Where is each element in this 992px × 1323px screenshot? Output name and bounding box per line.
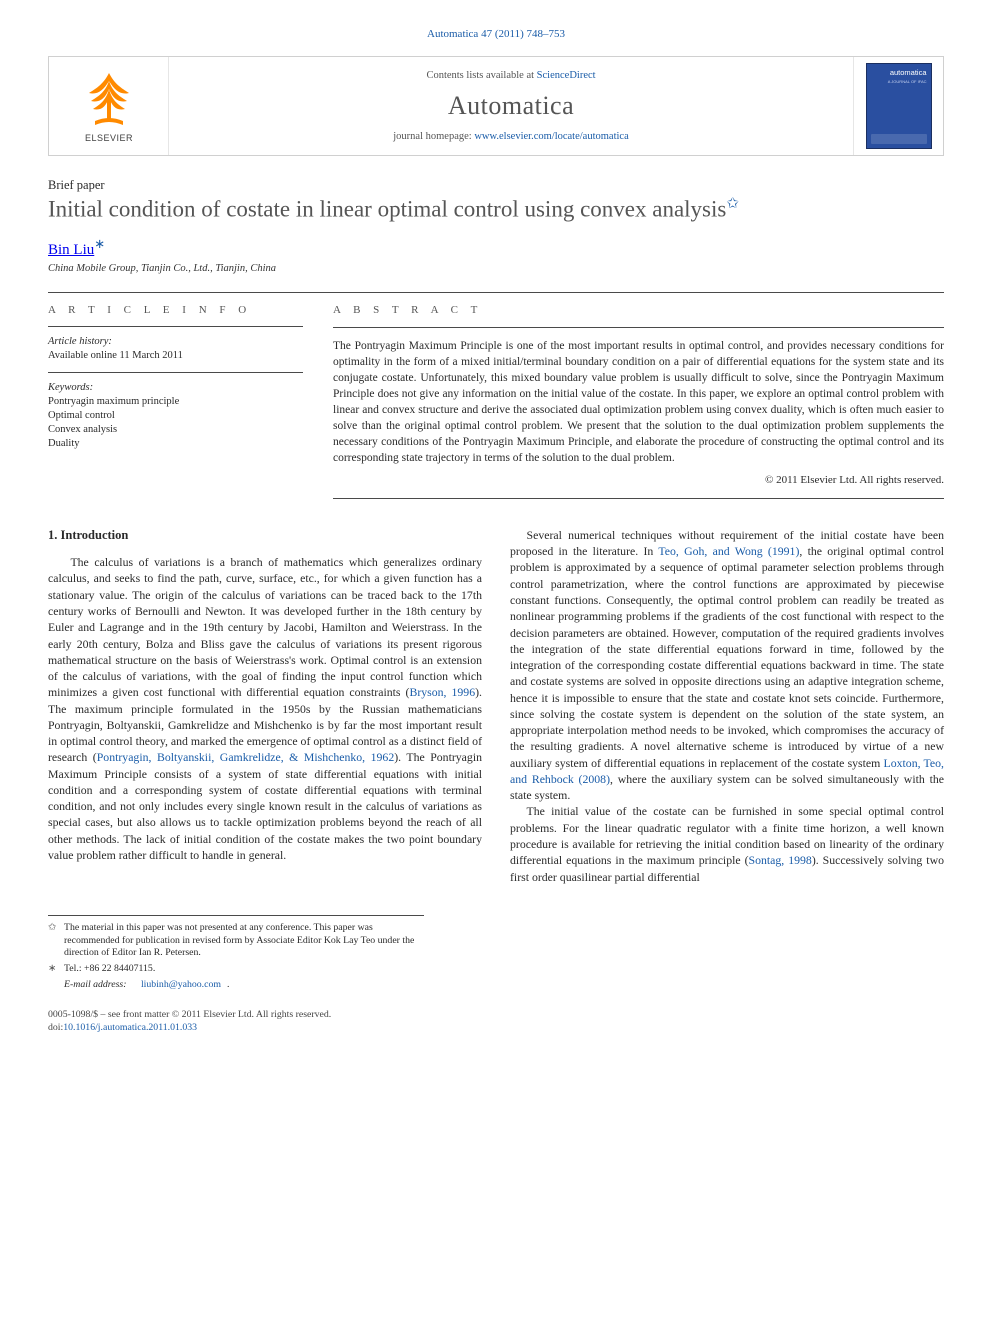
article-info-column: A R T I C L E I N F O Article history: A… (48, 293, 303, 499)
abstract-text: The Pontryagin Maximum Principle is one … (333, 328, 944, 467)
article-history: Article history: Available online 11 Mar… (48, 327, 303, 372)
title-text: Initial condition of costate in linear o… (48, 197, 726, 222)
footnote: ∗ Tel.: +86 22 84407115. (48, 963, 424, 976)
ref-link[interactable]: Sontag, 1998 (749, 853, 812, 867)
footer-doi-line: doi:10.1016/j.automatica.2011.01.033 (48, 1022, 944, 1035)
author-line: Bin Liu∗ (48, 236, 944, 259)
email-suffix: . (227, 979, 229, 992)
rule-abs-2 (333, 498, 944, 499)
keyword: Pontryagin maximum principle (48, 396, 179, 407)
homepage-line: journal homepage: www.elsevier.com/locat… (393, 131, 629, 142)
elsevier-logo-icon: ELSEVIER (73, 67, 145, 145)
header-citation-link[interactable]: Automatica 47 (2011) 748–753 (427, 28, 565, 40)
keywords-block: Keywords: Pontryagin maximum principle O… (48, 381, 303, 452)
publisher-wordmark: ELSEVIER (84, 133, 132, 143)
paragraph: The calculus of variations is a branch o… (48, 554, 482, 863)
footnotes: ✩ The material in this paper was not pre… (48, 915, 424, 992)
journal-cover-thumb: automatica A JOURNAL OF IFAC (866, 63, 932, 149)
email-label: E-mail address: (64, 979, 127, 992)
article-title: Initial condition of costate in linear o… (48, 195, 944, 224)
text-run: methods. The lack of initial condition o… (48, 832, 482, 862)
page-footer: 0005-1098/$ – see front matter © 2011 El… (48, 1009, 944, 1034)
history-value: Available online 11 March 2011 (48, 350, 183, 361)
author-corr-marker: ∗ (94, 236, 105, 251)
text-run: The calculus of variations is a branch o… (48, 555, 482, 699)
keywords-label: Keywords: (48, 381, 303, 395)
title-footnote-marker: ✩ (726, 196, 739, 212)
footnote-text: Tel.: +86 22 84407115. (64, 963, 155, 976)
paragraph: The initial value of the costate can be … (510, 803, 944, 884)
doi-label: doi: (48, 1022, 63, 1033)
contents-line: Contents lists available at ScienceDirec… (426, 70, 595, 81)
footnote-text: The material in this paper was not prese… (64, 922, 424, 960)
ref-link[interactable]: Bryson, 1996 (409, 685, 475, 699)
footnote-marker: ✩ (48, 922, 58, 960)
paper-type: Brief paper (48, 178, 944, 193)
journal-banner: ELSEVIER Contents lists available at Sci… (48, 56, 944, 156)
cover-cell: automatica A JOURNAL OF IFAC (853, 57, 943, 155)
cover-title: automatica (871, 68, 927, 77)
footnote: ✩ The material in this paper was not pre… (48, 922, 424, 960)
publisher-logo-cell: ELSEVIER (49, 57, 169, 155)
body-columns: 1. Introduction The calculus of variatio… (48, 527, 944, 885)
abstract-heading: A B S T R A C T (333, 293, 944, 326)
affiliation: China Mobile Group, Tianjin Co., Ltd., T… (48, 263, 944, 274)
doi-link[interactable]: 10.1016/j.automatica.2011.01.033 (63, 1022, 197, 1033)
paragraph: Several numerical techniques without req… (510, 527, 944, 804)
ref-link[interactable]: Pontryagin, Boltyanskii, Gamkrelidze, & … (97, 750, 394, 764)
author-link[interactable]: Bin Liu (48, 242, 94, 258)
footnote-email: E-mail address: liubinh@yahoo.com. (64, 979, 424, 992)
footer-line1: 0005-1098/$ – see front matter © 2011 El… (48, 1009, 944, 1022)
homepage-prefix: journal homepage: (393, 131, 474, 142)
homepage-link[interactable]: www.elsevier.com/locate/automatica (474, 131, 628, 142)
keyword: Duality (48, 438, 80, 449)
info-abstract-row: A R T I C L E I N F O Article history: A… (48, 293, 944, 499)
keyword: Optimal control (48, 410, 115, 421)
section-heading-1: 1. Introduction (48, 527, 482, 544)
text-run: , the original optimal control problem i… (510, 544, 944, 769)
abstract-column: A B S T R A C T The Pontryagin Maximum P… (333, 293, 944, 499)
ref-link[interactable]: Teo, Goh, and Wong (1991) (658, 544, 799, 558)
article-info-heading: A R T I C L E I N F O (48, 293, 303, 326)
footnote-marker: ∗ (48, 963, 58, 976)
header-citation: Automatica 47 (2011) 748–753 (48, 28, 944, 40)
contents-prefix: Contents lists available at (426, 70, 536, 81)
abstract-copyright: © 2011 Elsevier Ltd. All rights reserved… (333, 473, 944, 488)
email-link[interactable]: liubinh@yahoo.com (141, 979, 221, 992)
history-label: Article history: (48, 336, 112, 347)
banner-middle: Contents lists available at ScienceDirec… (169, 57, 853, 155)
journal-name: Automatica (448, 91, 574, 121)
sciencedirect-link[interactable]: ScienceDirect (537, 70, 596, 81)
keyword: Convex analysis (48, 424, 117, 435)
